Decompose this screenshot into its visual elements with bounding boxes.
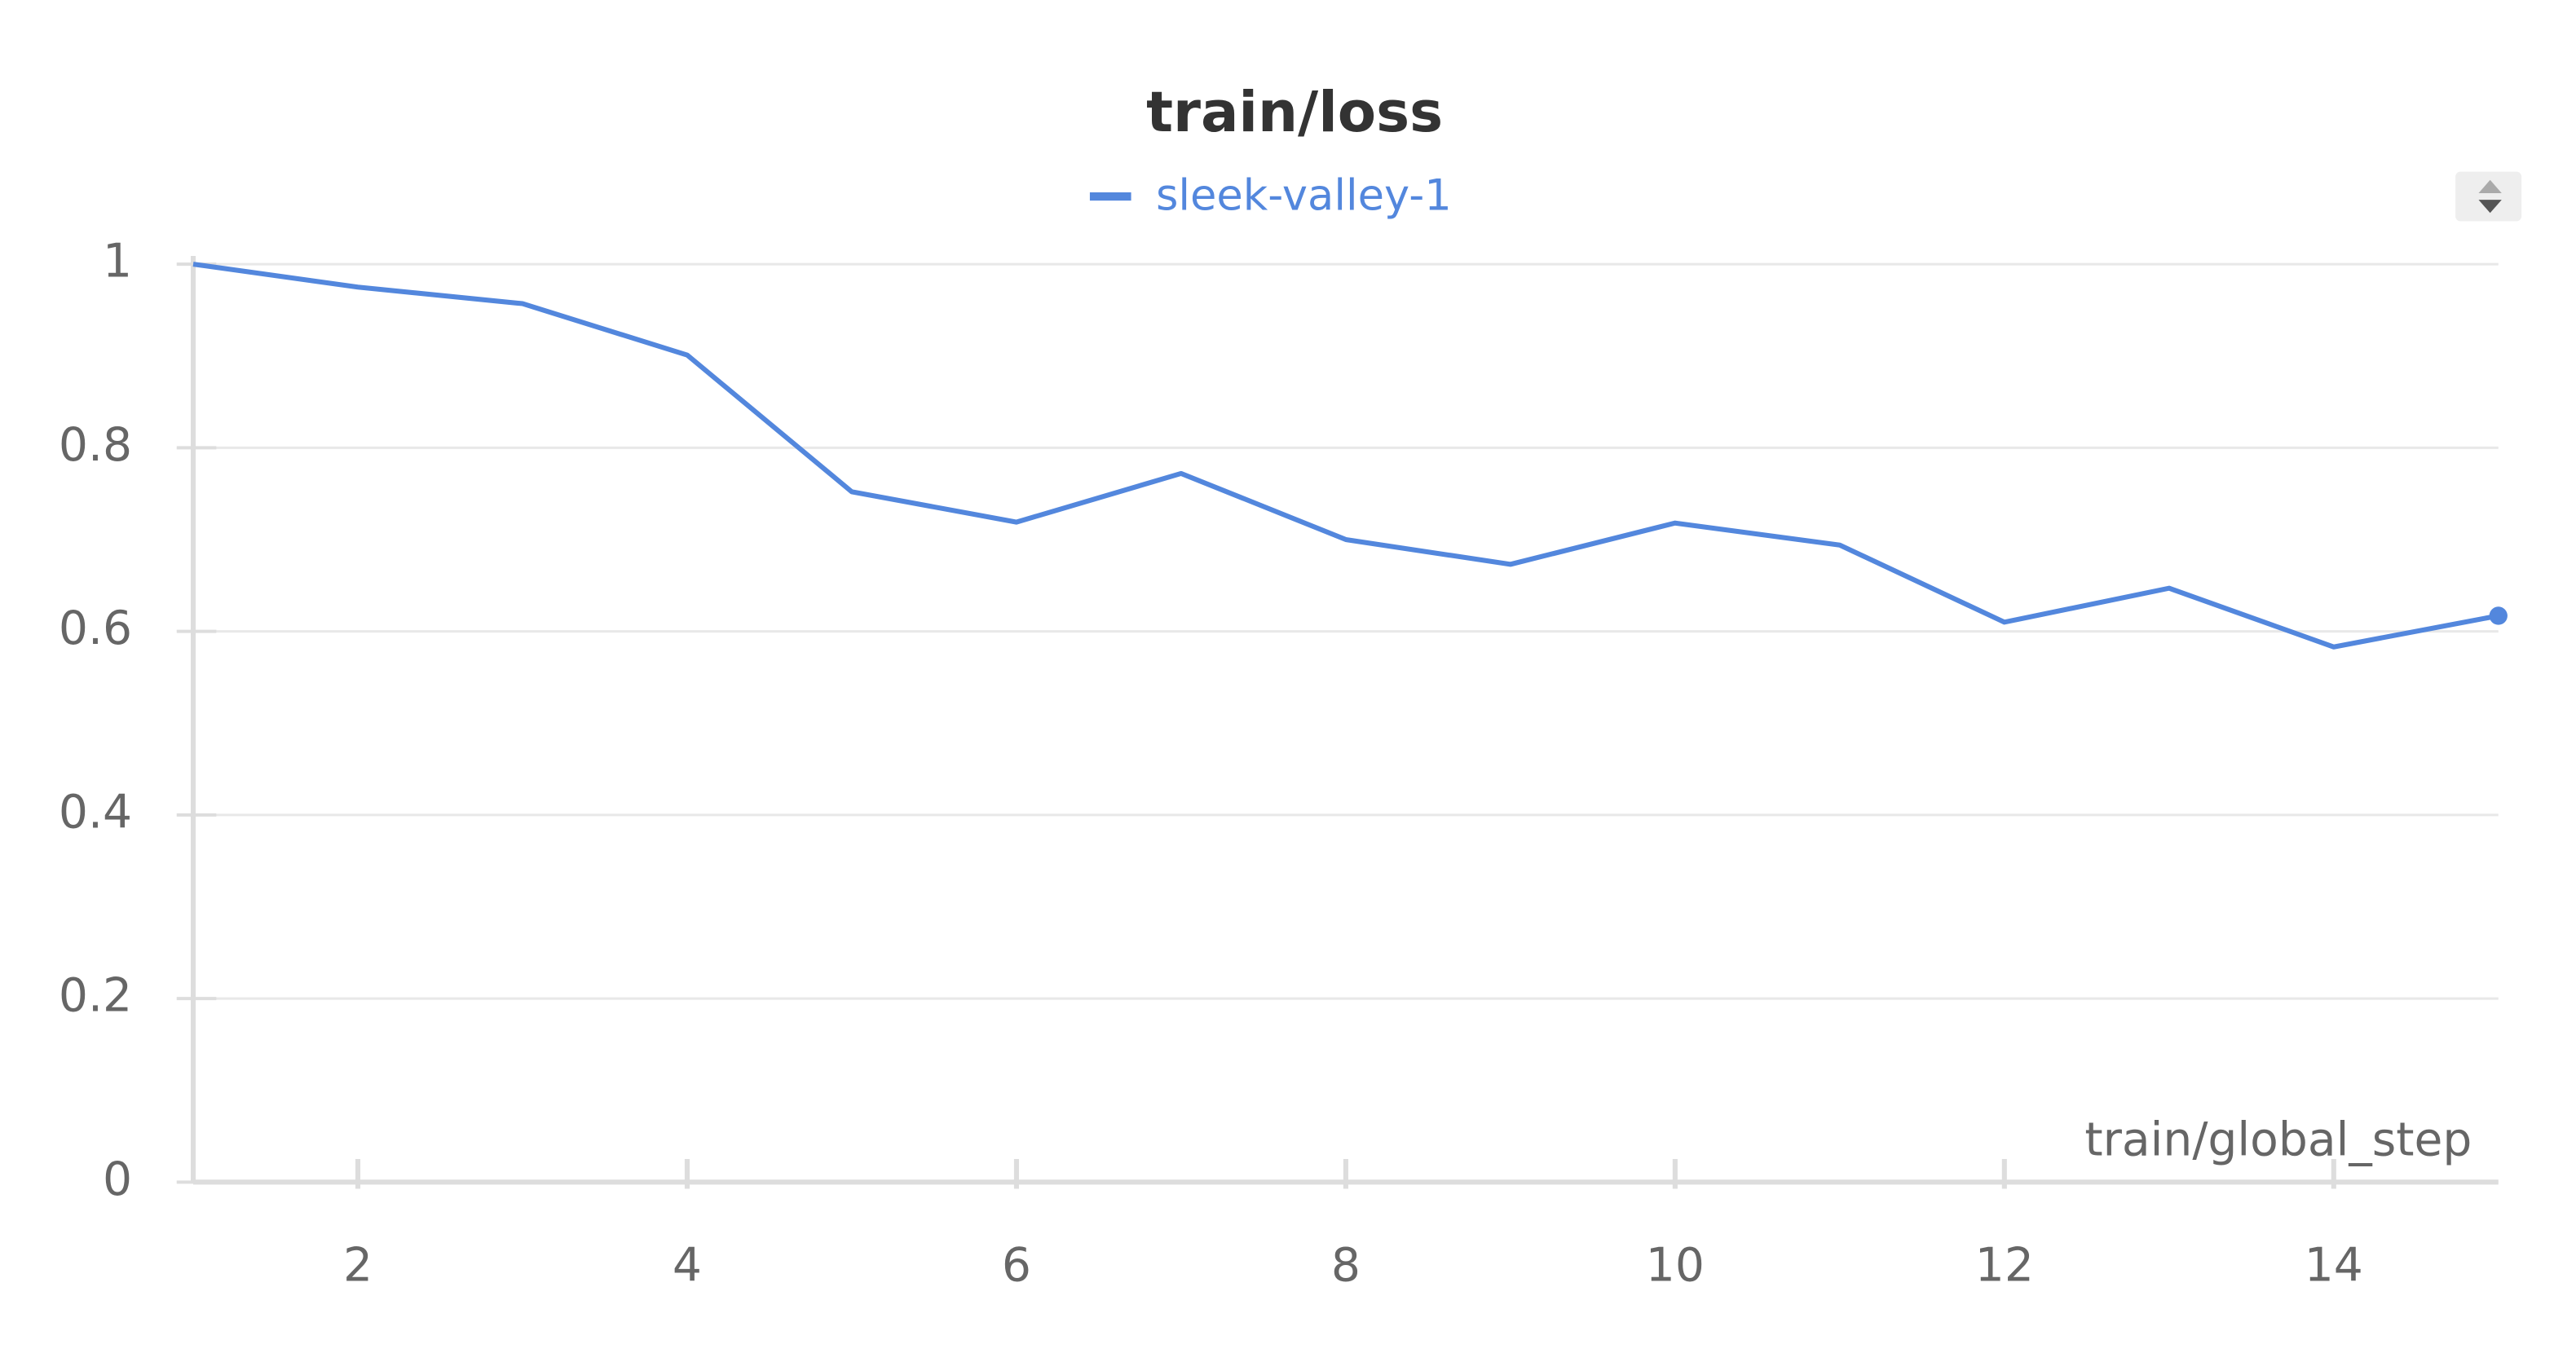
scroll-up[interactable] [2478, 179, 2502, 193]
chart-title: train/loss [1146, 80, 1443, 145]
x-tick-label: 6 [1002, 1238, 1031, 1292]
legend-label: sleek-valley-1 [1156, 171, 1452, 221]
end-point [2489, 606, 2508, 625]
x-tick-label: 12 [1975, 1238, 2034, 1292]
scroll-button-bg[interactable] [2455, 171, 2522, 222]
y-tick-label: 0.4 [59, 785, 132, 839]
x-tick-label: 8 [1331, 1238, 1361, 1292]
y-tick-label: 0.8 [59, 418, 132, 472]
y-tick-label: 1 [103, 235, 132, 289]
x-tick-label: 10 [1646, 1238, 1705, 1292]
x-tick-label: 2 [343, 1238, 373, 1292]
x-tick-label: 14 [2305, 1238, 2363, 1292]
x-tick-label: 4 [673, 1238, 702, 1292]
y-tick-label: 0.6 [59, 602, 132, 655]
x-axis-label: train/global_step [2084, 1113, 2472, 1166]
y-tick-label: 0 [103, 1152, 132, 1206]
y-tick-label: 0.2 [59, 969, 132, 1023]
scroll-button[interactable] [2455, 171, 2522, 222]
scroll-down[interactable] [2478, 200, 2502, 214]
series-line [192, 262, 2499, 650]
